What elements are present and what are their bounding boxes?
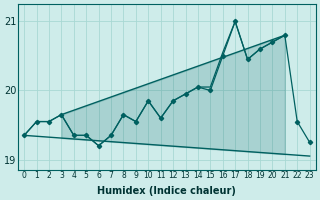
X-axis label: Humidex (Indice chaleur): Humidex (Indice chaleur) (98, 186, 236, 196)
